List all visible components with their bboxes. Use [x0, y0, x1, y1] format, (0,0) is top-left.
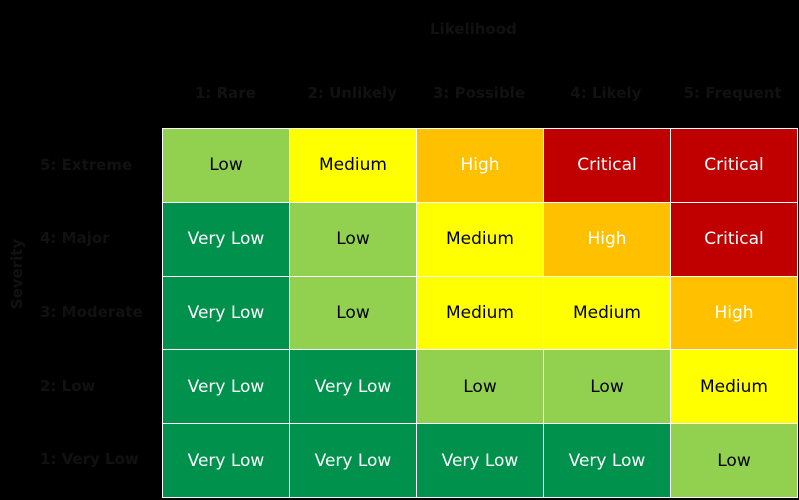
risk-matrix: Low Medium High Critical Critical Very Low Low…: [162, 128, 798, 498]
column-header: 1: Rare: [194, 84, 256, 102]
risk-cell: Low: [290, 202, 416, 276]
risk-cell: Critical: [671, 129, 797, 202]
column-header: 5: Frequent: [683, 84, 782, 102]
risk-cell: Medium: [290, 129, 416, 202]
row-header: 2: Low: [40, 376, 96, 395]
risk-cell: Very Low: [544, 424, 670, 497]
row-header: 4: Major: [40, 229, 110, 248]
risk-cell: Low: [544, 350, 670, 424]
risk-cell: Medium: [671, 350, 797, 424]
row-header: 1: Very Low: [40, 450, 139, 469]
x-title: Likelihood: [430, 20, 517, 38]
risk-cell: Very Low: [163, 202, 289, 276]
risk-cell: Very Low: [290, 350, 416, 424]
column-header: 4: Likely: [570, 84, 642, 102]
risk-cell: Critical: [544, 129, 670, 202]
risk-cell: Very Low: [163, 350, 289, 424]
risk-cell: Very Low: [417, 424, 543, 497]
column-header: 2: Unlikely: [307, 84, 397, 102]
risk-cell: Critical: [671, 202, 797, 276]
risk-cell: Medium: [544, 276, 670, 350]
risk-cell: High: [671, 276, 797, 350]
risk-cell: Low: [290, 276, 416, 350]
risk-cell: Very Low: [290, 424, 416, 497]
risk-cell: Low: [671, 424, 797, 497]
row-header: 3: Moderate: [40, 303, 143, 321]
y-title: Severity: [8, 238, 27, 310]
risk-cell: High: [417, 129, 543, 202]
risk-cell: Very Low: [163, 424, 289, 497]
risk-cell: Low: [163, 129, 289, 202]
risk-cell: Medium: [417, 202, 543, 276]
risk-cell: Medium: [417, 276, 543, 350]
risk-cell: Very Low: [163, 276, 289, 350]
risk-cell: Low: [417, 350, 543, 424]
column-header: 3: Possible: [432, 84, 525, 102]
row-header: 5: Extreme: [40, 155, 133, 174]
risk-cell: High: [544, 202, 670, 276]
